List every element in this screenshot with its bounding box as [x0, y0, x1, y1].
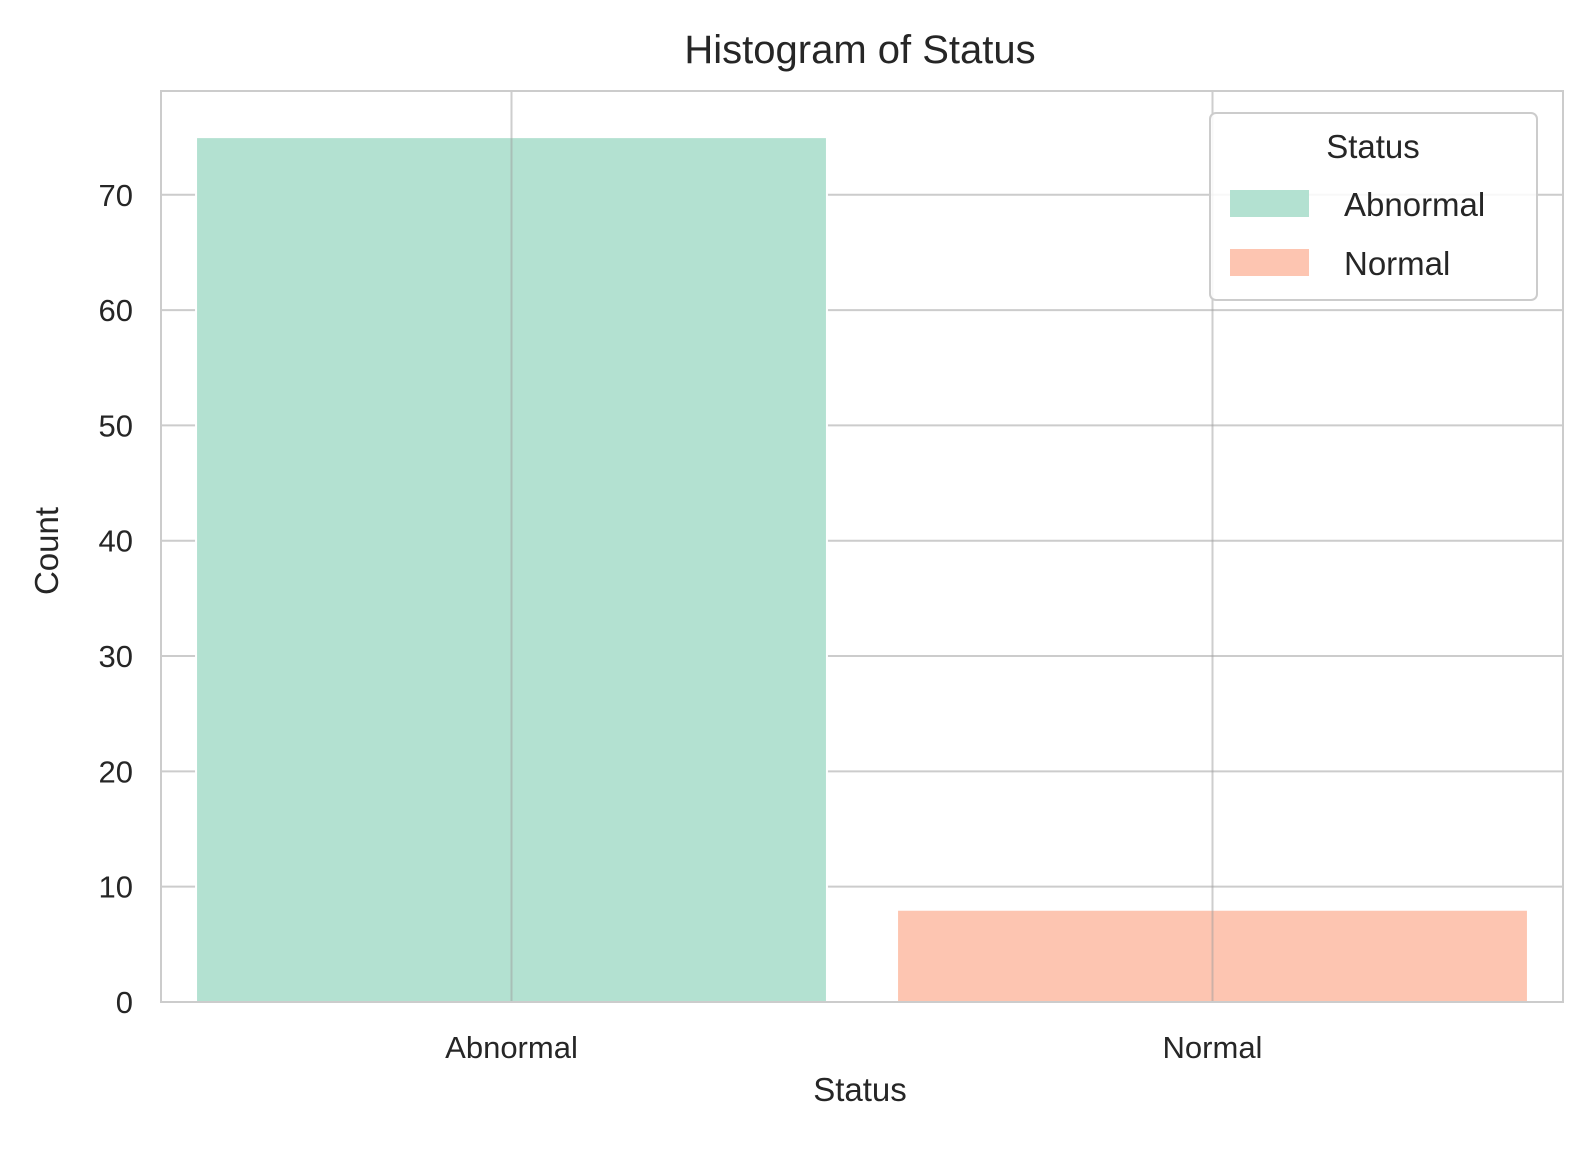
y-tick-label-20: 20	[99, 754, 133, 789]
legend-swatch-abnormal	[1230, 190, 1309, 217]
legend-label-abnormal: Abnormal	[1344, 186, 1485, 223]
y-tick-label-70: 70	[99, 178, 133, 213]
x-axis-title: Status	[813, 1071, 907, 1108]
legend-swatch-normal	[1230, 249, 1309, 276]
legend-label-normal: Normal	[1344, 245, 1450, 282]
chart-title: Histogram of Status	[684, 28, 1035, 72]
x-tick-label-normal: Normal	[1163, 1030, 1263, 1065]
y-tick-label-0: 0	[116, 985, 133, 1020]
legend: Status Abnormal Normal	[1209, 112, 1538, 301]
y-tick-label-10: 10	[99, 870, 133, 905]
legend-title: Status	[1326, 128, 1420, 165]
plot-frame	[160, 90, 1564, 1003]
y-tick-label-60: 60	[99, 293, 133, 328]
y-tick-label-30: 30	[99, 639, 133, 674]
x-tick-labels: Abnormal Normal	[445, 1030, 1262, 1065]
x-tick-label-abnormal: Abnormal	[445, 1030, 578, 1065]
y-axis-title: Count	[28, 507, 65, 595]
y-tick-label-40: 40	[99, 524, 133, 559]
y-tick-label-50: 50	[99, 408, 133, 443]
y-tick-labels: 0 10 20 30 40 50 60 70	[99, 178, 133, 1020]
